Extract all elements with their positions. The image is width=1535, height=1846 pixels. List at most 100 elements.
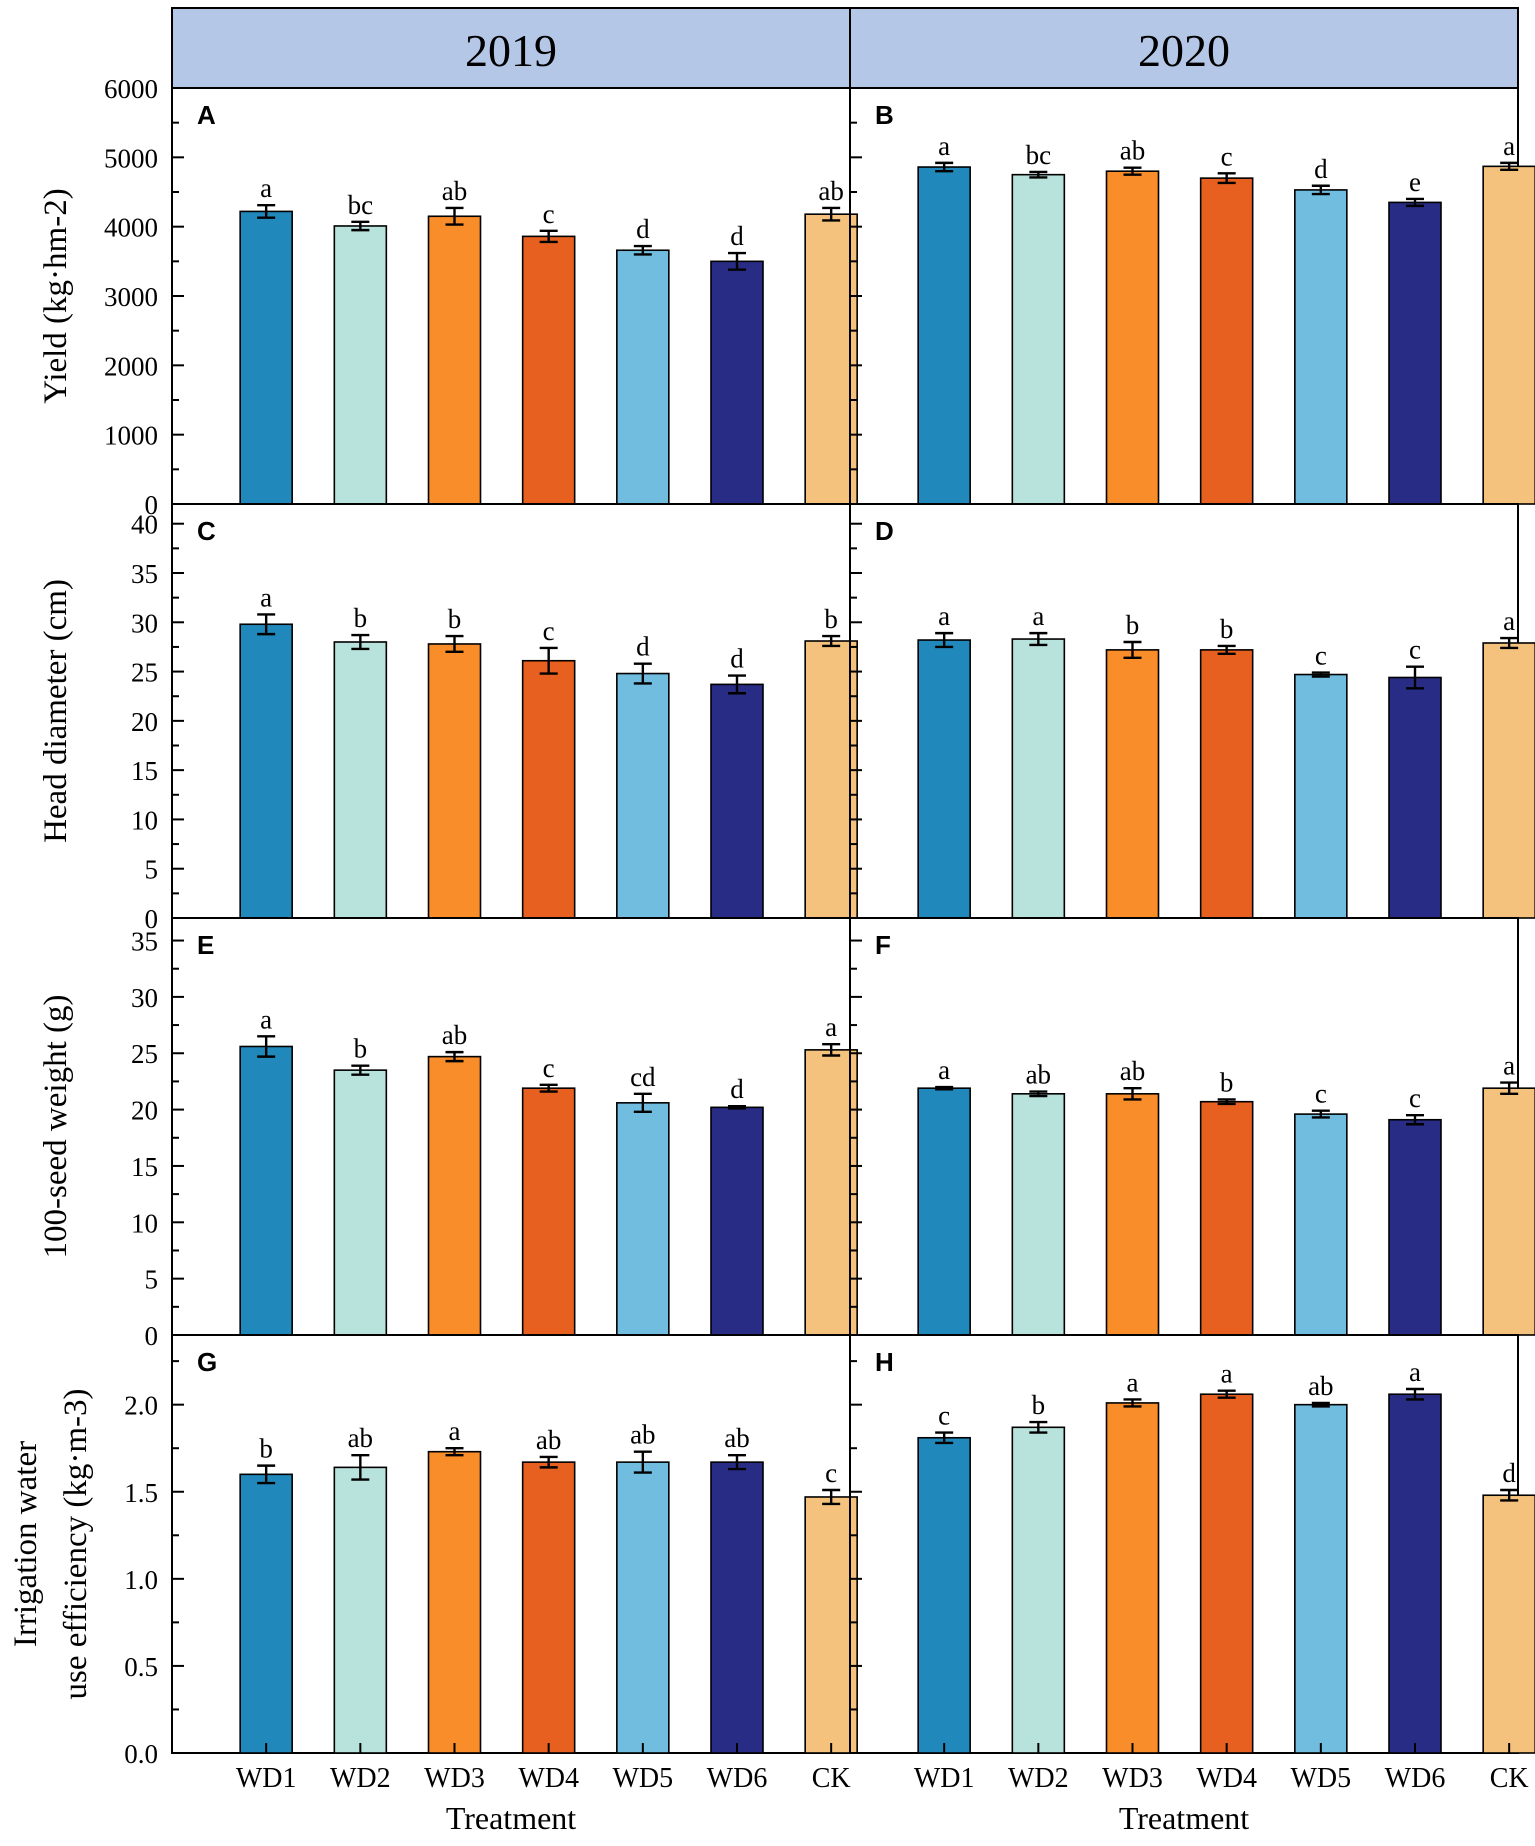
bar-WD6 — [1388, 201, 1442, 505]
panel-letter: H — [875, 1347, 894, 1377]
y-tick-label: 10 — [131, 1208, 158, 1238]
x-tick-label: WD4 — [1196, 1763, 1257, 1794]
significance-letter: c — [938, 1401, 950, 1431]
bar-WD3 — [1105, 1093, 1160, 1336]
x-tick-label: WD3 — [424, 1763, 485, 1794]
significance-letter: c — [1315, 641, 1327, 671]
significance-letter: ab — [724, 1423, 749, 1453]
bar-WD6 — [1388, 676, 1442, 919]
y-tick-label: 1.5 — [124, 1478, 158, 1508]
y-tick-label: 2000 — [104, 351, 158, 381]
x-axis-label: Treatment — [1119, 1800, 1249, 1836]
significance-letter: c — [825, 1458, 837, 1488]
x-tick-label: WD1 — [236, 1763, 297, 1794]
significance-letter: b — [1220, 614, 1234, 644]
significance-letter: a — [1503, 131, 1515, 161]
significance-letter: a — [260, 1004, 272, 1034]
significance-letter: ab — [536, 1425, 561, 1455]
y-tick-label: 20 — [131, 707, 158, 737]
bar-WD6 — [710, 683, 764, 919]
significance-letter: a — [260, 173, 272, 203]
bar-CK — [804, 1496, 858, 1754]
y-tick-label: 40 — [131, 510, 158, 540]
significance-letter: a — [1503, 1051, 1515, 1081]
bar-CK — [1482, 1087, 1535, 1336]
y-tick-label: 1.0 — [124, 1565, 158, 1595]
x-tick-label: WD5 — [613, 1763, 674, 1794]
header-cell-2020 — [849, 7, 1519, 89]
significance-letter: a — [260, 582, 272, 612]
significance-letter: b — [354, 1034, 368, 1064]
significance-letter: a — [938, 1055, 950, 1085]
significance-letter: b — [259, 1434, 273, 1464]
significance-letter: ab — [442, 176, 467, 206]
bar-WD6 — [710, 1106, 764, 1336]
bar-CK — [1482, 1494, 1535, 1754]
bar-WD1 — [239, 1045, 293, 1336]
y-tick-label: 2.0 — [124, 1391, 158, 1421]
y-tick-label: 15 — [131, 756, 158, 786]
significance-letter: ab — [1308, 1371, 1333, 1401]
y-tick-label: 30 — [131, 983, 158, 1013]
x-tick-label: WD1 — [914, 1763, 975, 1794]
bar-WD5 — [616, 249, 670, 505]
year-label-2020: 2020 — [1138, 25, 1230, 76]
significance-letter: a — [449, 1416, 461, 1446]
panel-letter: B — [875, 100, 894, 130]
y-tick-label: 3000 — [104, 282, 158, 312]
bar-WD5 — [616, 672, 670, 919]
panel-letter: C — [197, 516, 216, 546]
bar-WD5 — [1294, 673, 1348, 919]
y-tick-label: 1000 — [104, 421, 158, 451]
panel-A: A 0 1000 2000 3000 4000 5000 6000 Yield (kg·hm-2… — [38, 74, 858, 520]
significance-letter: c — [543, 1053, 555, 1083]
significance-letter: c — [1409, 1083, 1421, 1113]
significance-letter: ab — [818, 176, 843, 206]
bar-WD2 — [1011, 638, 1066, 919]
significance-letter: a — [1032, 601, 1044, 631]
panel-letter: D — [875, 516, 894, 546]
significance-letter: c — [1315, 1079, 1327, 1109]
significance-letter: b — [1126, 610, 1140, 640]
bar-WD6 — [710, 260, 764, 505]
significance-letter: ab — [442, 1020, 467, 1050]
significance-letter: c — [543, 616, 555, 646]
y-tick-label: 5 — [145, 855, 159, 885]
bar-WD2 — [1011, 173, 1066, 505]
y-tick-label: 5 — [145, 1265, 159, 1295]
significance-letter: d — [730, 221, 744, 251]
bar-WD2 — [333, 641, 388, 919]
significance-letter: ab — [630, 1420, 655, 1450]
panel-B: Ba bc ab c d ea — [849, 87, 1535, 505]
significance-letter: d — [730, 644, 744, 674]
bar-WD2 — [333, 1069, 388, 1336]
significance-letter: e — [1409, 167, 1421, 197]
bar-WD1 — [239, 1473, 293, 1754]
year-label-2019: 2019 — [465, 25, 557, 76]
significance-letter: a — [938, 131, 950, 161]
significance-letter: c — [543, 199, 555, 229]
y-tick-label: 0.5 — [124, 1652, 158, 1682]
bar-WD4 — [1199, 1100, 1254, 1336]
x-tick-label: CK — [812, 1763, 851, 1794]
bar-WD5 — [1294, 1113, 1348, 1336]
bar-WD3 — [1105, 170, 1160, 505]
panel-letter: A — [197, 100, 216, 130]
y-tick-label: 4000 — [104, 213, 158, 243]
x-tick-label: WD5 — [1291, 1763, 1352, 1794]
bar-WD2 — [333, 1466, 388, 1754]
significance-letter: c — [1409, 635, 1421, 665]
significance-letter: a — [825, 1012, 837, 1042]
bar-WD4 — [1199, 649, 1254, 919]
y-axis-label: use efficiency (kg·m-3) — [58, 1389, 94, 1700]
bar-WD4 — [521, 1461, 576, 1754]
bar-WD3 — [1105, 1402, 1160, 1754]
significance-letter: d — [730, 1074, 744, 1104]
bar-WD1 — [239, 623, 293, 919]
bar-WD1 — [917, 639, 971, 919]
x-tick-label: WD4 — [518, 1763, 579, 1794]
bar-CK — [804, 640, 858, 919]
bar-WD3 — [427, 215, 482, 505]
